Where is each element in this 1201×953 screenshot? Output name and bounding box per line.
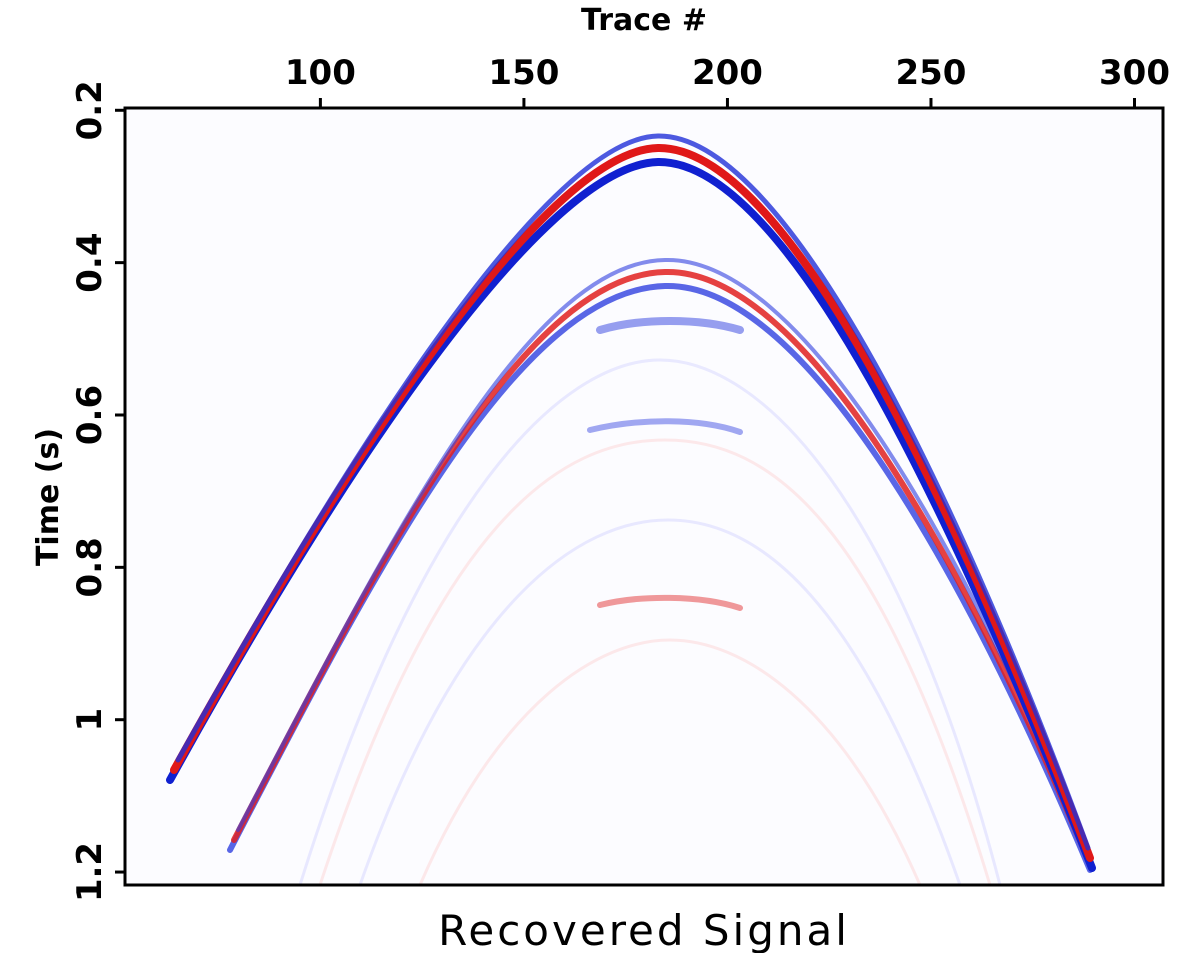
y-axis-label: Time (s) — [31, 428, 66, 566]
image-background — [125, 108, 1163, 885]
x-tick-label: 250 — [895, 53, 966, 93]
y-tick-label: 0.6 — [70, 385, 110, 445]
x-tick-label: 300 — [1099, 53, 1170, 93]
y-tick-label: 0.4 — [70, 233, 110, 293]
y-tick-label: 0.2 — [70, 80, 110, 140]
noise — [298, 358, 1002, 885]
x-tick-label: 100 — [285, 53, 356, 93]
seismic-image — [125, 108, 1163, 885]
x-tick-label: 150 — [488, 53, 559, 93]
event-1 — [166, 133, 1096, 872]
y-tick-label: 0.8 — [70, 537, 110, 597]
event-2 — [227, 257, 1093, 873]
y-tick-label: 1 — [70, 708, 110, 732]
chart-title: Recovered Signal — [438, 906, 850, 953]
plot-frame — [123, 106, 1165, 887]
x-axis-label: Trace # — [581, 3, 707, 38]
x-tick-label: 200 — [692, 53, 763, 93]
y-tick-label: 1.2 — [70, 842, 110, 902]
